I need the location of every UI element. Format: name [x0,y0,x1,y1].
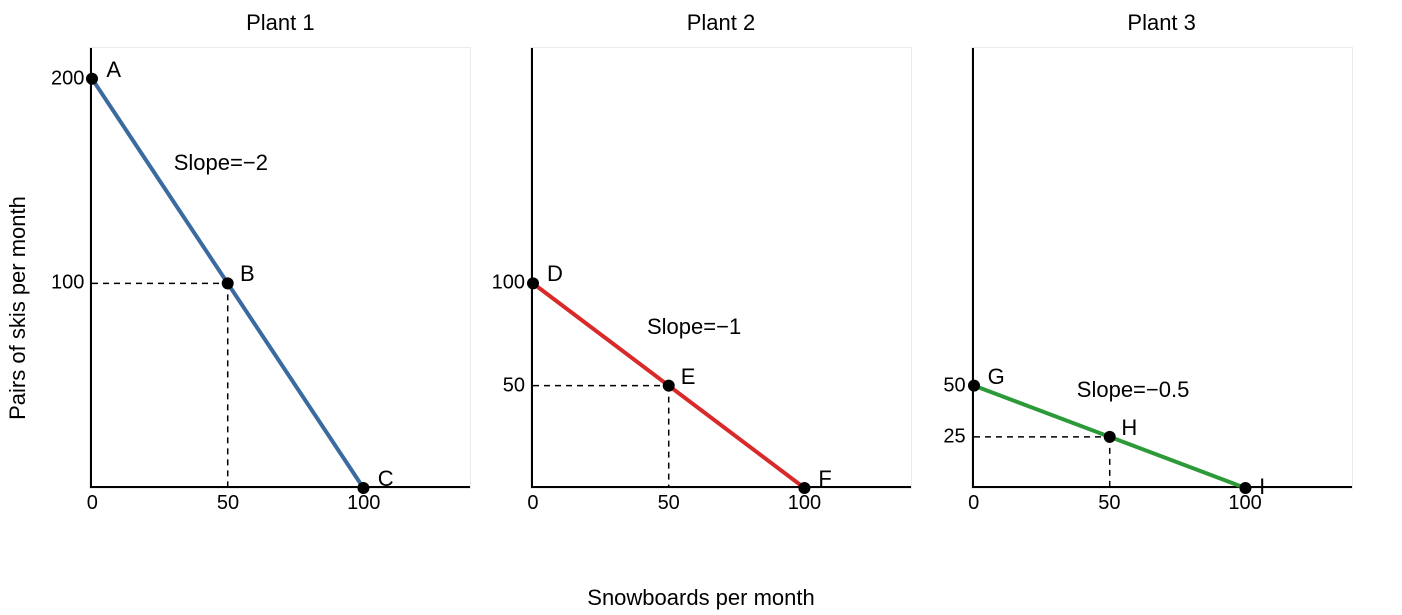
point-label-B: B [240,261,255,287]
ytick-label: 50 [943,374,965,397]
chart-svg [533,48,913,488]
panel-plant-1: Plant 1 ABCSlope=−2200100050100 [90,10,470,488]
xtick-label: 0 [527,492,538,515]
plot-box: DEFSlope=−110050050100 [531,48,911,488]
xtick-label: 50 [1098,492,1120,515]
x-axis-label: Snowboards per month [587,585,814,611]
panel-plant-3: Plant 3 GHISlope=−0.55025050100 [972,10,1352,488]
data-point [968,380,980,392]
point-label-A: A [106,57,121,83]
slope-label: Slope=−1 [647,314,741,340]
data-point [663,380,675,392]
ytick-label: 100 [51,272,84,295]
ytick-label: 200 [51,67,84,90]
xtick-label: 100 [1228,492,1261,515]
xtick-label: 100 [347,492,380,515]
xtick-label: 0 [968,492,979,515]
data-point [86,73,98,85]
chart-svg [974,48,1354,488]
ytick-label: 25 [943,425,965,448]
slope-label: Slope=−0.5 [1077,377,1190,403]
charts-container: Pairs of skis per month Snowboards per m… [0,0,1402,615]
data-point [527,277,539,289]
point-label-E: E [681,364,696,390]
point-label-C: C [378,466,394,492]
ytick-label: 100 [492,272,525,295]
plot-box: ABCSlope=−2200100050100 [90,48,470,488]
point-label-H: H [1121,415,1137,441]
data-point [222,277,234,289]
plot-box: GHISlope=−0.55025050100 [972,48,1352,488]
xtick-label: 50 [217,492,239,515]
slope-label: Slope=−2 [174,150,268,176]
xtick-label: 0 [87,492,98,515]
xtick-label: 50 [658,492,680,515]
xtick-label: 100 [788,492,821,515]
point-label-D: D [547,261,563,287]
chart-1: ABCSlope=−2200100050100 [90,48,470,488]
point-label-G: G [988,364,1005,390]
panel-title-3: Plant 3 [1127,10,1196,36]
data-point [1103,431,1115,443]
chart-2: DEFSlope=−110050050100 [531,48,911,488]
panel-plant-2: Plant 2 DEFSlope=−110050050100 [531,10,911,488]
ytick-label: 50 [503,374,525,397]
panel-title-2: Plant 2 [687,10,756,36]
y-axis-label: Pairs of skis per month [5,196,31,420]
panel-title-1: Plant 1 [246,10,315,36]
chart-svg [92,48,472,488]
point-label-F: F [818,466,831,492]
chart-3: GHISlope=−0.55025050100 [972,48,1352,488]
